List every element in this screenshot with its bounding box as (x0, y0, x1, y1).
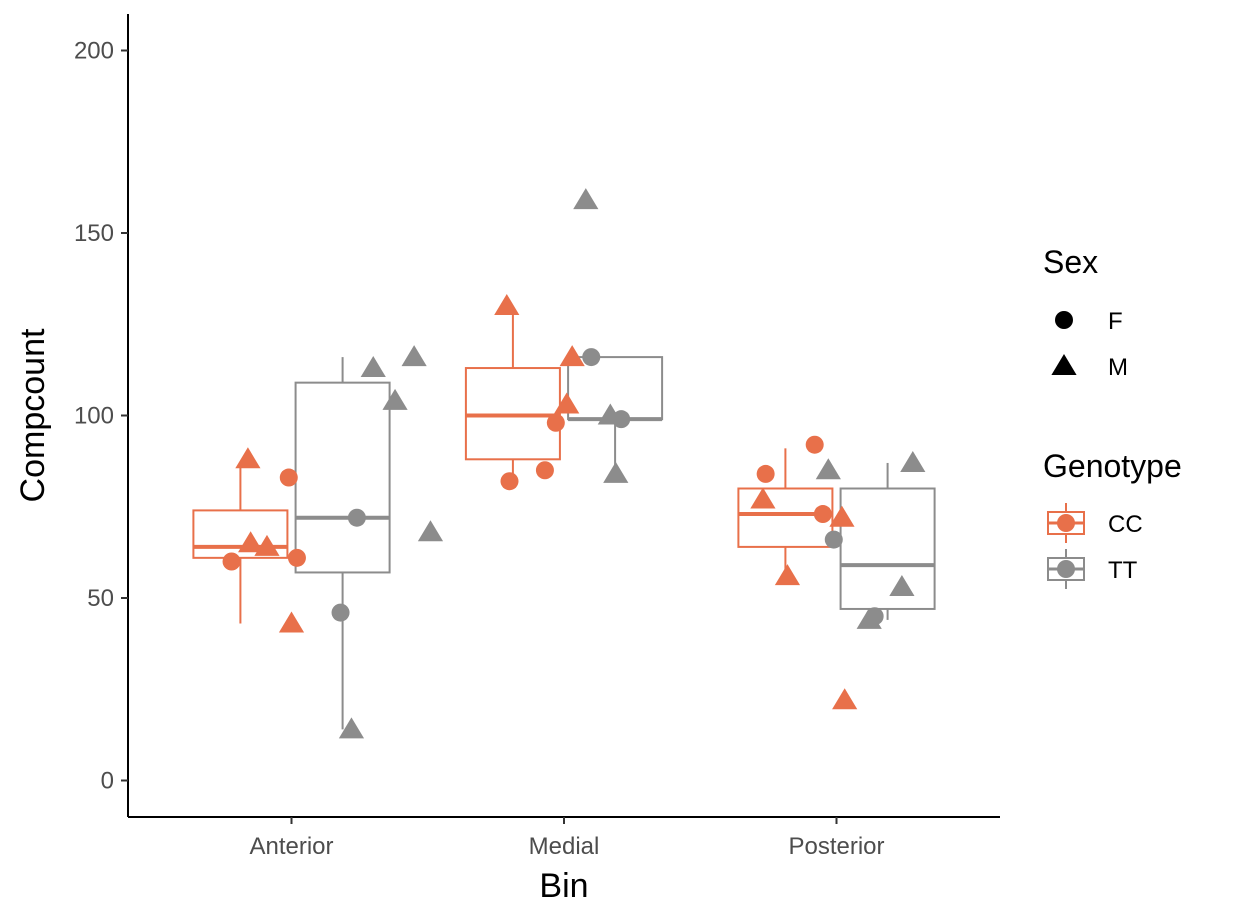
x-tick-label-anterior: Anterior (249, 833, 333, 860)
point-posterior-cc-m-31 (832, 688, 858, 710)
point-anterior-tt-m-7 (360, 356, 386, 378)
point-anterior-cc-f-5 (287, 548, 306, 567)
x-axis-title: Bin (539, 867, 588, 903)
point-posterior-tt-m-32 (815, 458, 841, 480)
box-anterior-cc (192, 462, 289, 624)
box-medial-tt-iqr-rect (567, 356, 664, 421)
legend-sex-key-f (1055, 311, 1073, 329)
legend-genotype: Genotype CC TT (1043, 448, 1182, 589)
point-medial-cc-f-17 (546, 413, 565, 432)
point-posterior-cc-m-29 (829, 505, 855, 527)
legend-sex-label-f: F (1108, 308, 1123, 335)
y-tick-label-100: 100 (74, 403, 114, 430)
point-posterior-cc-f-25 (805, 435, 824, 454)
point-anterior-cc-m-2 (238, 531, 264, 553)
box-medial-cc (464, 309, 561, 478)
point-medial-cc-f-19 (500, 472, 519, 491)
point-posterior-tt-f-34 (824, 530, 843, 549)
y-tick-label-0: 0 (101, 768, 114, 795)
point-anterior-cc-m-6 (278, 611, 305, 633)
point-anterior-tt-f-12 (331, 603, 350, 622)
axes: 0 50 100 150 200 Anterior Medial Posterior (74, 14, 1000, 860)
point-posterior-tt-m-35 (889, 575, 915, 597)
legend-sex-title: Sex (1043, 244, 1098, 280)
legend-genotype-key-cc (1047, 503, 1085, 543)
point-anterior-tt-m-13 (338, 717, 365, 739)
legend-sex: Sex FM (1043, 244, 1128, 381)
plot-area (192, 188, 936, 739)
legend-genotype-label-tt: TT (1108, 557, 1138, 584)
legend-genotype-title: Genotype (1043, 448, 1182, 484)
y-tick-label-200: 200 (74, 38, 114, 65)
point-medial-tt-m-20 (573, 188, 599, 210)
point-posterior-cc-m-30 (774, 564, 801, 586)
legend-genotype-key-tt (1047, 549, 1085, 589)
legend-key-point (1057, 514, 1075, 532)
legend-sex-label-m: M (1108, 354, 1128, 381)
box-posterior-tt (839, 462, 936, 620)
point-anterior-cc-f-1 (279, 468, 298, 487)
legend-key-point (1057, 560, 1075, 578)
box-posterior-tt-iqr-rect (839, 487, 936, 610)
box-posterior-cc-iqr-rect (737, 487, 834, 548)
legend-sex-key-m (1051, 354, 1077, 375)
point-posterior-cc-m-27 (750, 487, 776, 509)
point-medial-cc-f-18 (535, 461, 554, 480)
point-medial-tt-f-21 (582, 348, 601, 367)
x-tick-label-posterior: Posterior (788, 833, 884, 860)
point-posterior-cc-f-28 (813, 505, 832, 524)
point-anterior-tt-m-8 (401, 345, 427, 367)
y-tick-label-150: 150 (74, 220, 114, 247)
point-posterior-cc-f-26 (756, 464, 775, 483)
point-anterior-tt-m-9 (382, 388, 408, 410)
legend-genotype-label-cc: CC (1108, 511, 1143, 538)
point-anterior-cc-m-0 (235, 447, 261, 469)
box-anterior-cc-iqr-rect (192, 509, 289, 559)
point-posterior-tt-f-37 (865, 607, 884, 626)
point-medial-cc-m-14 (494, 294, 520, 315)
point-anterior-tt-f-10 (347, 508, 366, 527)
point-anterior-tt-m-11 (417, 520, 444, 542)
point-anterior-cc-m-3 (254, 534, 280, 556)
point-medial-tt-f-23 (612, 410, 631, 429)
x-tick-label-medial: Medial (529, 833, 600, 860)
point-medial-cc-m-15 (559, 345, 585, 367)
point-posterior-tt-m-33 (900, 450, 926, 472)
y-axis-title: Compcount (14, 328, 52, 502)
point-medial-tt-m-24 (603, 461, 629, 483)
box-anterior-tt-iqr-rect (294, 381, 391, 574)
y-tick-label-50: 50 (87, 585, 114, 612)
point-medial-cc-m-16 (554, 392, 580, 414)
box-anterior-tt (294, 357, 391, 730)
legend: Sex FM Genotype CC TT (1043, 244, 1182, 589)
point-anterior-cc-f-4 (222, 552, 241, 571)
